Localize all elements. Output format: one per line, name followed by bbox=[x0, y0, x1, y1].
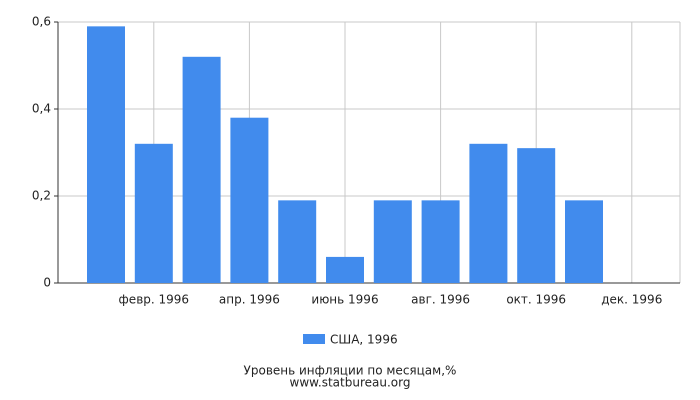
bar bbox=[565, 200, 603, 283]
x-tick-label: февр. 1996 bbox=[119, 293, 190, 307]
y-tick-label: 0,2 bbox=[32, 189, 51, 203]
chart-title: Уровень инфляции по месяцам,% bbox=[244, 364, 457, 378]
x-tick-label: апр. 1996 bbox=[219, 293, 280, 307]
x-tick-label: июнь 1996 bbox=[311, 293, 378, 307]
bar bbox=[87, 26, 125, 283]
bar bbox=[421, 200, 460, 283]
x-tick-label: окт. 1996 bbox=[506, 293, 566, 307]
x-tick-label: дек. 1996 bbox=[601, 293, 662, 307]
y-tick-label: 0,6 bbox=[32, 15, 51, 29]
bar bbox=[373, 200, 412, 283]
y-tick-label: 0,4 bbox=[32, 102, 51, 116]
bar bbox=[230, 117, 269, 283]
chart-subtitle: www.statbureau.org bbox=[290, 376, 411, 390]
y-tick-label: 0 bbox=[43, 276, 51, 290]
bar bbox=[469, 143, 508, 283]
bar bbox=[134, 143, 173, 283]
bar bbox=[326, 256, 364, 283]
bar bbox=[182, 56, 221, 283]
legend-swatch bbox=[303, 334, 325, 344]
bar bbox=[517, 148, 556, 283]
bar bbox=[278, 200, 317, 283]
x-tick-label: авг. 1996 bbox=[411, 293, 470, 307]
legend-label: США, 1996 bbox=[330, 333, 398, 347]
